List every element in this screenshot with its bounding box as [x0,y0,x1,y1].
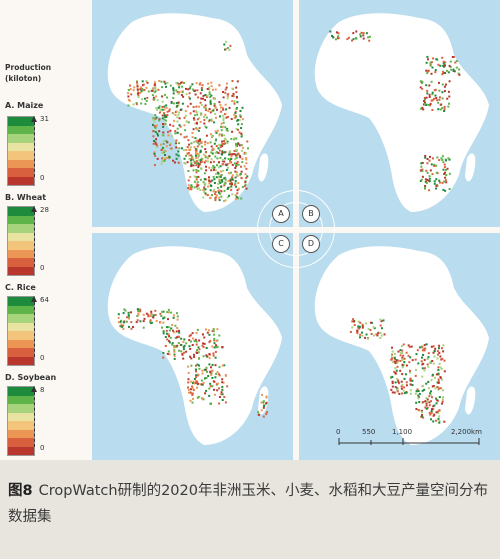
africa-map-soybean [314,246,489,445]
scalebar-tick-2200: 2,200km [451,428,482,436]
legend-header-title: Production [5,63,52,72]
legend-title-soybean: D. Soybean [5,373,57,382]
legend-min-rice: 0 [40,354,45,362]
legend-header-unit: (kiloton) [5,74,42,83]
caption-text: CropWatch研制的2020年非洲玉米、小麦、水稻和大豆产量空间分布数据集 [8,483,488,525]
panel-badge-d: D [302,235,320,253]
panel-badge-b: B [302,205,320,223]
map-panel-rice [92,233,293,460]
map-panel-maize [92,0,293,227]
figure-caption: 图8 CropWatch研制的2020年非洲玉米、小麦、水稻和大豆产量空间分布数据… [0,460,500,559]
panel-badge-c: C [272,235,290,253]
panel-badge-a: A [272,205,290,223]
legend-max-maize: 31 [40,115,49,123]
legend-max-wheat: 28 [40,206,49,214]
color-scale-soybean [7,386,35,456]
arrow-up-icon [31,296,37,357]
scalebar-tick-0: 0 [336,428,341,436]
arrow-up-icon [31,116,37,177]
legend-title-wheat: B. Wheat [5,193,47,202]
africa-map-wheat [314,13,489,213]
legend-min-wheat: 0 [40,264,45,272]
color-scale-wheat [7,206,35,276]
africa-map-maize [107,13,282,213]
figure-number: 图8 [8,483,33,499]
map-panel-soybean: 0 550 1,100 2,200km [299,233,500,460]
legend-header: Production (kiloton) [5,62,51,84]
color-scale-maize [7,116,35,186]
legend-title-maize: A. Maize [5,101,44,110]
center-ring-outer [257,190,335,268]
map-grid: 0 550 1,100 2,200km A B C D [92,0,500,460]
legend: Production (kiloton) A. Maize 31 0 B. Wh… [0,0,92,460]
arrow-up-icon [31,386,37,447]
scalebar [338,438,480,445]
center-ring-inner [269,202,323,256]
arrow-up-icon [31,206,37,267]
caption-text-block: 图8 CropWatch研制的2020年非洲玉米、小麦、水稻和大豆产量空间分布数据… [8,478,488,530]
africa-map-rice [107,246,282,445]
color-scale-rice [7,296,35,366]
legend-max-soybean: 8 [40,386,45,394]
scalebar-tick-550: 550 [362,428,376,436]
legend-min-maize: 0 [40,174,45,182]
scalebar-tick-1100: 1,100 [392,428,413,436]
legend-title-rice: C. Rice [5,283,36,292]
legend-max-rice: 64 [40,296,49,304]
map-panel-wheat [299,0,500,227]
legend-min-soybean: 0 [40,444,45,452]
